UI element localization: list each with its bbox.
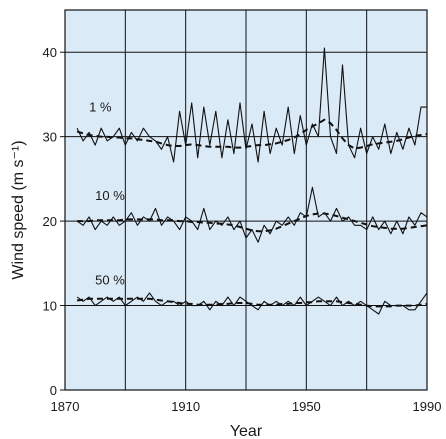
y-axis-title: Wind speed (m s⁻¹) bbox=[10, 140, 27, 279]
y-tick-label: 10 bbox=[43, 299, 57, 314]
y-tick-label: 30 bbox=[43, 130, 57, 145]
y-tick-label: 0 bbox=[50, 383, 57, 398]
x-tick-label: 1990 bbox=[413, 399, 442, 414]
x-tick-label: 1910 bbox=[171, 399, 200, 414]
series-label: 1 % bbox=[89, 99, 112, 114]
y-tick-label: 40 bbox=[43, 45, 57, 60]
x-tick-label: 1950 bbox=[292, 399, 321, 414]
x-tick-label: 1870 bbox=[51, 399, 80, 414]
series-label: 10 % bbox=[95, 188, 125, 203]
y-tick-label: 20 bbox=[43, 214, 57, 229]
series-label: 50 % bbox=[95, 272, 125, 287]
x-axis-title: Year bbox=[230, 423, 263, 439]
